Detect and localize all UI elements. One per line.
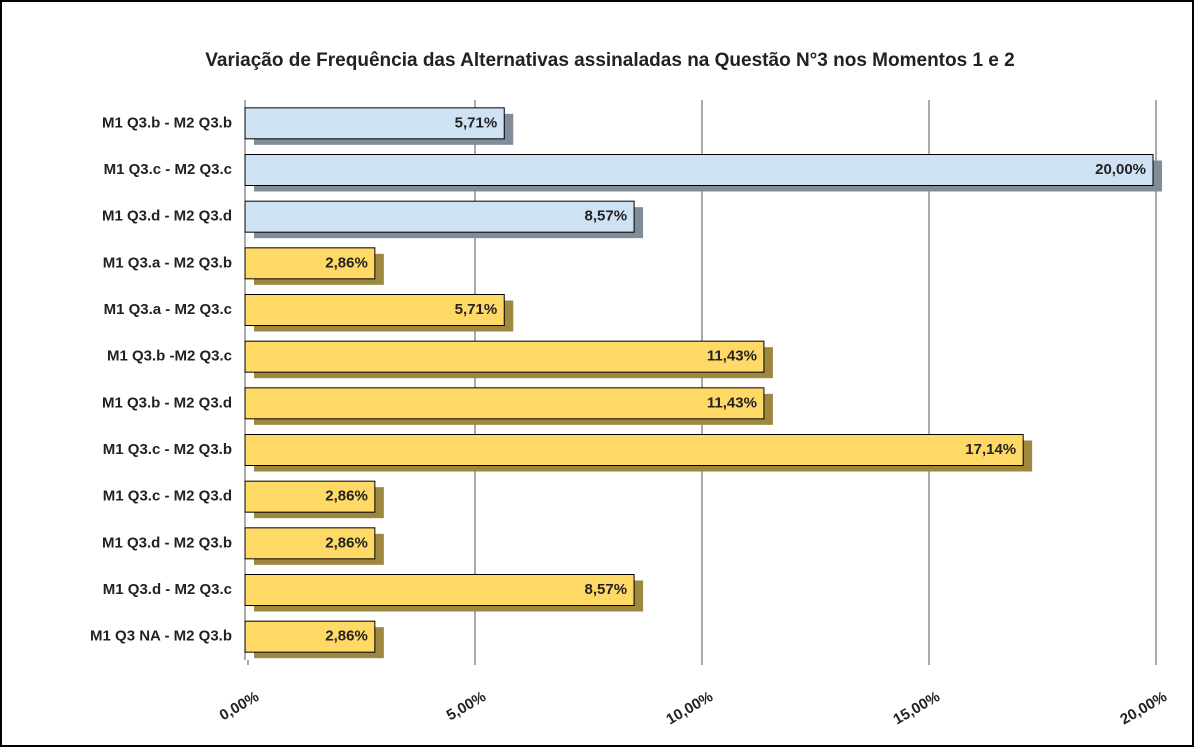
- y-tick-label: M1 Q3.c - M2 Q3.b: [103, 441, 232, 458]
- y-tick-label: M1 Q3.c - M2 Q3.d: [103, 488, 232, 505]
- value-label: 8,57%: [585, 208, 628, 225]
- bar: [244, 527, 376, 560]
- y-tick-label: M1 Q3 NA - M2 Q3.b: [90, 628, 232, 645]
- bar: [244, 387, 765, 420]
- y-tick-label: M1 Q3.c - M2 Q3.c: [104, 161, 232, 178]
- value-label: 11,43%: [707, 348, 757, 365]
- bar: [244, 434, 1024, 466]
- y-tick-label: M1 Q3.d - M2 Q3.d: [102, 208, 232, 225]
- value-label: 2,86%: [325, 628, 368, 645]
- value-label: 5,71%: [455, 301, 498, 318]
- bar: [244, 480, 376, 513]
- chart-title: Variação de Frequência das Alternativas …: [205, 50, 1014, 71]
- y-tick-label: M1 Q3.d - M2 Q3.b: [102, 534, 232, 551]
- y-tick-label: M1 Q3.b - M2 Q3.b: [102, 114, 232, 131]
- y-tick-label: M1 Q3.a - M2 Q3.c: [104, 301, 232, 318]
- value-label: 20,00%: [1095, 161, 1146, 178]
- bar: [244, 620, 376, 653]
- value-label: 11,43%: [707, 394, 757, 411]
- bar: [244, 154, 1154, 186]
- bar: [244, 200, 635, 233]
- bar: [244, 574, 635, 606]
- bar: [244, 107, 505, 140]
- y-tick-label: M1 Q3.b - M2 Q3.d: [102, 394, 232, 411]
- value-label: 2,86%: [325, 534, 368, 551]
- bar: [244, 340, 765, 373]
- bar: [244, 294, 505, 326]
- bar: [244, 247, 376, 280]
- y-tick-label: M1 Q3.b -M2 Q3.c: [107, 348, 232, 365]
- value-label: 2,86%: [325, 254, 368, 271]
- value-label: 17,14%: [965, 441, 1016, 458]
- y-tick-label: M1 Q3.d - M2 Q3.c: [103, 581, 232, 598]
- value-label: 2,86%: [325, 488, 368, 505]
- value-label: 8,57%: [585, 581, 628, 598]
- y-tick-label: M1 Q3.a - M2 Q3.b: [103, 254, 232, 271]
- value-label: 5,71%: [455, 114, 498, 131]
